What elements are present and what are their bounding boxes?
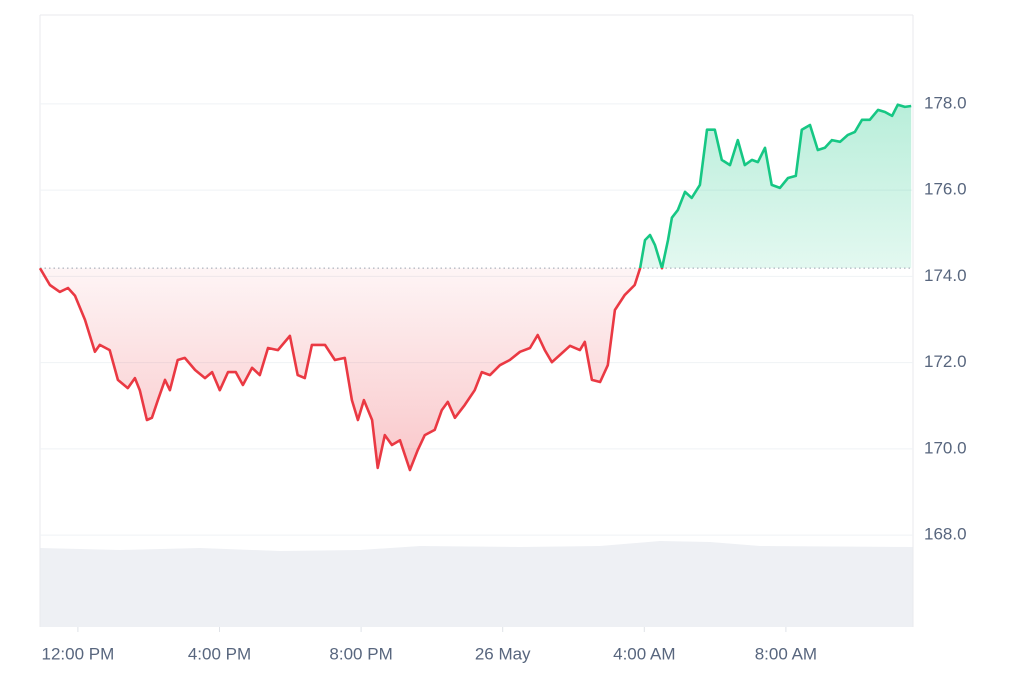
y-tick-label: 172.0 bbox=[924, 352, 967, 371]
y-tick-label: 170.0 bbox=[924, 438, 967, 457]
x-tick-label: 4:00 AM bbox=[613, 644, 675, 663]
price-line bbox=[38, 103, 912, 472]
y-tick-label: 174.0 bbox=[924, 266, 967, 285]
x-tick-label: 26 May bbox=[475, 644, 531, 663]
x-tick-label: 12:00 PM bbox=[41, 644, 114, 663]
area bbox=[40, 104, 912, 470]
x-tick-label: 4:00 PM bbox=[188, 644, 251, 663]
volume-area bbox=[40, 541, 913, 627]
x-tick-label: 8:00 PM bbox=[329, 644, 392, 663]
y-tick-label: 176.0 bbox=[924, 180, 967, 199]
x-tick-label: 8:00 AM bbox=[755, 644, 817, 663]
y-tick-label: 168.0 bbox=[924, 525, 967, 544]
y-tick-label: 178.0 bbox=[924, 93, 967, 112]
